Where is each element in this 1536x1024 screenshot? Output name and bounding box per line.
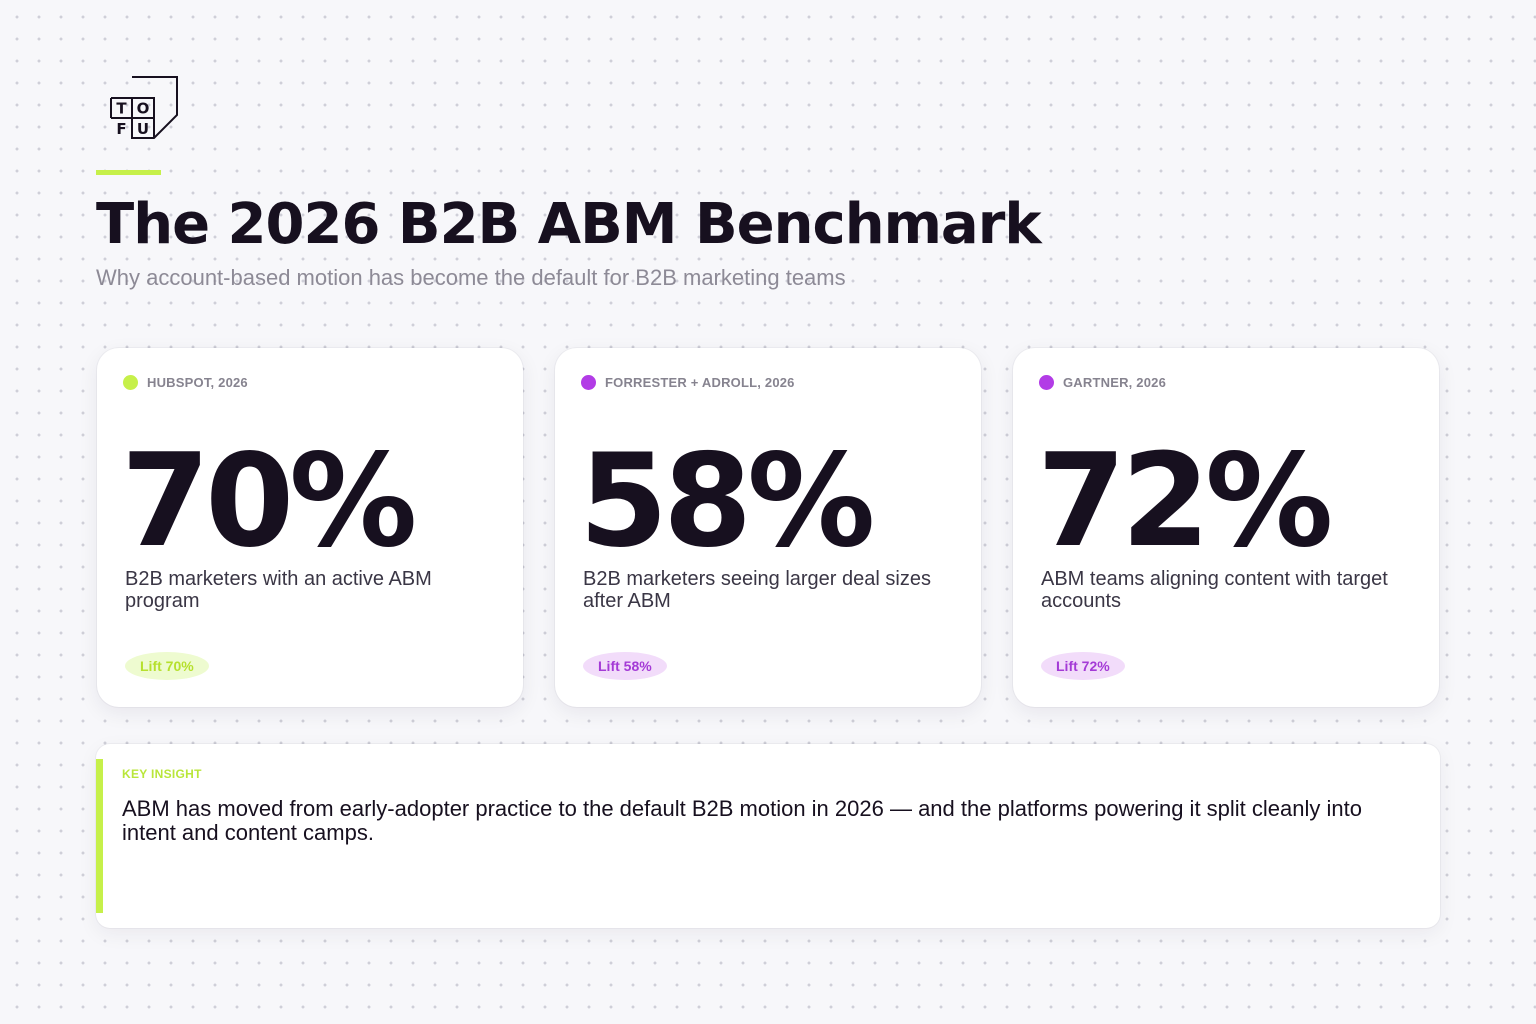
logo-letter-u: U (137, 120, 149, 138)
stat-value: 58% (579, 427, 875, 576)
stat-value: 72% (1037, 427, 1333, 576)
page-subtitle: Why account-based motion has become the … (96, 265, 846, 290)
source-dot-icon (1039, 375, 1054, 390)
key-insight-panel: KEY INSIGHT ABM has moved from early-ado… (96, 744, 1440, 928)
source-label: FORRESTER + ADROLL, 2026 (605, 375, 795, 390)
stat-description: B2B marketers with an active ABM program (125, 568, 432, 612)
stat-card-forrester: FORRESTER + ADROLL, 2026 58% B2B markete… (555, 348, 981, 707)
logo-letter-o: O (137, 100, 150, 118)
stat-value: 70% (121, 427, 417, 576)
source-dot-icon (581, 375, 596, 390)
stat-description: ABM teams aligning content with target a… (1041, 568, 1388, 612)
tofu-logo: T O F U (110, 76, 178, 139)
stat-card-gartner: GARTNER, 2026 72% ABM teams aligning con… (1013, 348, 1439, 707)
lift-badge: Lift 58% (583, 652, 667, 680)
logo-letter-f: F (116, 120, 126, 138)
lift-badge: Lift 72% (1041, 652, 1125, 680)
stat-description: B2B marketers seeing larger deal sizes a… (583, 568, 931, 612)
logo-letter-t: T (116, 100, 127, 118)
source-label: HUBSPOT, 2026 (147, 375, 248, 390)
stat-source: GARTNER, 2026 (1039, 375, 1166, 390)
insight-accent-bar (96, 759, 103, 913)
lift-badge: Lift 70% (125, 652, 209, 680)
stat-source: FORRESTER + ADROLL, 2026 (581, 375, 795, 390)
stat-card-hubspot: HUBSPOT, 2026 70% B2B marketers with an … (97, 348, 523, 707)
insight-label: KEY INSIGHT (122, 767, 202, 781)
stat-source: HUBSPOT, 2026 (123, 375, 248, 390)
title-accent-bar (96, 170, 161, 175)
insight-text: ABM has moved from early-adopter practic… (122, 796, 1362, 845)
page-title: The 2026 B2B ABM Benchmark (96, 192, 1042, 257)
source-label: GARTNER, 2026 (1063, 375, 1167, 390)
source-dot-icon (123, 375, 138, 390)
